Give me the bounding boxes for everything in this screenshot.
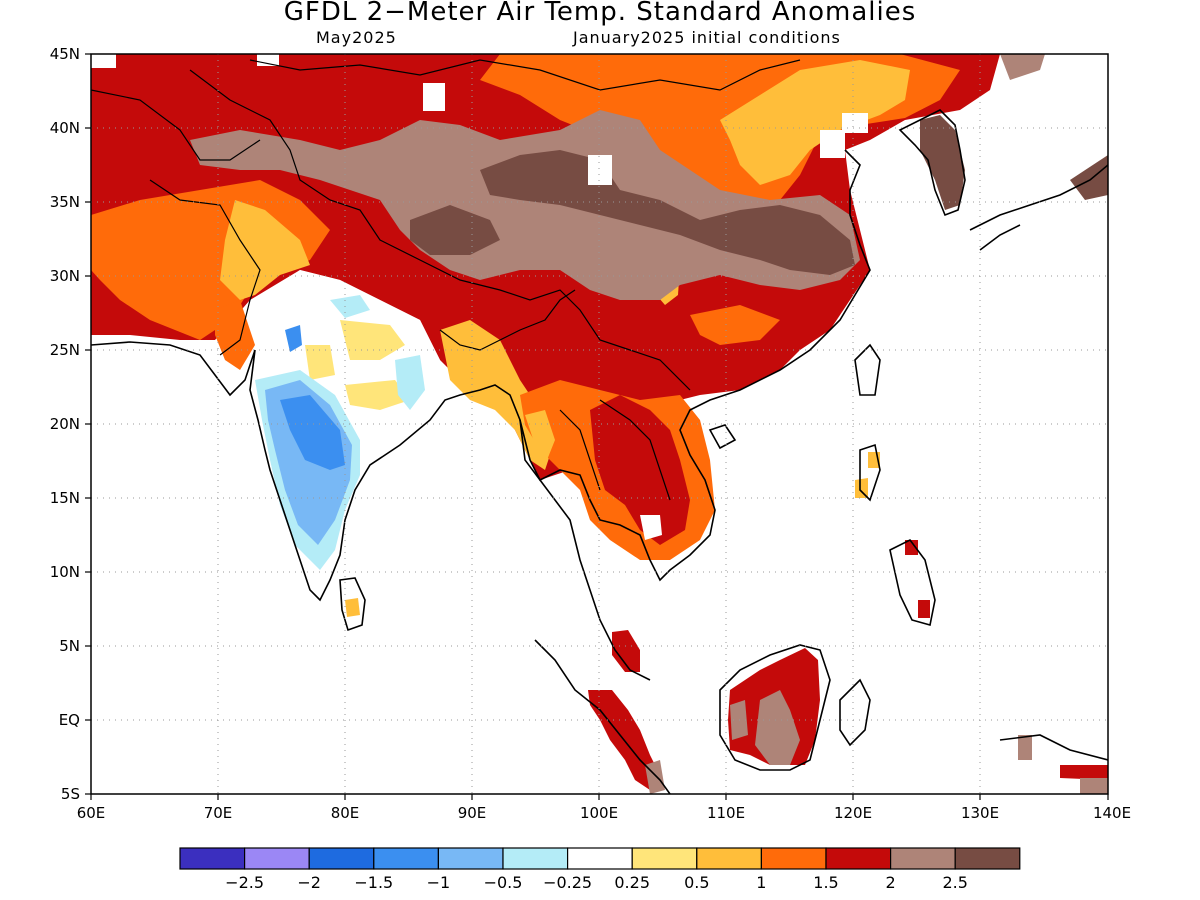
missing-cell — [820, 130, 845, 158]
colorbar-swatch — [954, 847, 1021, 870]
anomaly-region-visayas-red — [905, 540, 918, 555]
colorbar-swatch — [373, 847, 439, 870]
colorbar-swatch — [825, 847, 892, 870]
anomaly-region-japan-brown — [1070, 155, 1108, 200]
colorbar-label: −0.5 — [484, 873, 523, 892]
anomaly-region-india-pale-yellow-2 — [305, 345, 335, 380]
lon-label: 70E — [204, 804, 233, 822]
lat-label: 25N — [50, 341, 80, 359]
lat-label: 40N — [50, 119, 80, 137]
lon-label: 90E — [458, 804, 487, 822]
colorbar-swatch — [566, 847, 633, 870]
colorbar-label: 0.5 — [684, 873, 709, 892]
colorbar-swatch — [696, 847, 762, 870]
colorbar-swatch — [760, 847, 827, 870]
colorbar-label: 1 — [756, 873, 766, 892]
initial-conditions: January2025 initial conditions — [573, 28, 841, 47]
colorbar-label: −2 — [297, 873, 321, 892]
anomaly-region-india-west-yellow — [220, 200, 310, 300]
longitude-labels: 60E 70E 80E 90E 100E 110E 120E 130E 140E — [77, 804, 1131, 822]
colorbar: −2.5 −2 −1.5 −1 −0.5 −0.25 0.25 0.5 1 1.5 2 2.5 — [179, 847, 1021, 892]
anomaly-region-korea-brown — [920, 115, 965, 210]
lon-label: 80E — [331, 804, 360, 822]
anomaly-region-india-blue-dot — [285, 325, 302, 352]
lat-label: 5N — [59, 637, 80, 655]
lat-label: EQ — [59, 711, 80, 729]
anomaly-region-cambodia-white — [640, 515, 662, 540]
lon-label: 140E — [1093, 804, 1131, 822]
colorbar-swatch — [502, 847, 569, 870]
anomaly-region-india-light-blue-north — [330, 295, 370, 318]
anomaly-region-tibet-dark-brown — [410, 205, 500, 255]
colorbar-swatch — [244, 847, 310, 870]
anomaly-region-india-pale-yellow — [340, 320, 405, 360]
lon-label: 110E — [707, 804, 745, 822]
anomaly-region-central-china-dark-brown — [480, 150, 855, 275]
colorbar-label: 1.5 — [813, 873, 838, 892]
missing-cell — [842, 113, 868, 133]
anomaly-region-mindanao-red — [918, 600, 930, 618]
colorbar-label: 2.5 — [942, 873, 967, 892]
lat-label: 35N — [50, 193, 80, 211]
missing-cell — [91, 54, 116, 68]
tick-marks — [85, 53, 1109, 800]
lon-label: 60E — [77, 804, 106, 822]
anomaly-region-newguinea-red — [1060, 765, 1108, 780]
anomaly-region-sulawesi-brown — [1018, 735, 1032, 760]
latitude-labels: 45N 40N 35N 30N 25N 20N 15N 10N 5N EQ 5S — [50, 45, 80, 803]
lon-label: 120E — [834, 804, 872, 822]
anomaly-region-india-light-blue-east — [395, 355, 425, 410]
lat-label: 20N — [50, 415, 80, 433]
anomaly-region-philippines-orange — [855, 478, 868, 498]
colorbar-swatch — [631, 847, 698, 870]
anomaly-region-sumatra-brown — [645, 760, 665, 794]
lat-label: 15N — [50, 489, 80, 507]
anomaly-region-srilanka-orange — [345, 598, 360, 617]
anomaly-region-india-blue — [280, 395, 345, 470]
lat-label: 45N — [50, 45, 80, 63]
map-title: GFDL 2−Meter Air Temp. Standard Anomalie… — [283, 0, 917, 27]
lat-label: 10N — [50, 563, 80, 581]
anomaly-field — [91, 54, 1108, 794]
anomaly-region-south-china-orange — [690, 305, 780, 345]
colorbar-label: −1 — [427, 873, 451, 892]
colorbar-label: 2 — [886, 873, 896, 892]
anomaly-region-borneo-brown — [755, 690, 800, 765]
anomaly-region-india-pale-yellow-3 — [345, 380, 410, 410]
anomaly-region-tibet-light-brown — [190, 110, 860, 300]
colorbar-swatch — [308, 847, 375, 870]
anomaly-region-indochina-dark-red — [590, 395, 690, 545]
anomaly-region-malaya-red — [612, 630, 640, 672]
colorbar-label: −0.25 — [543, 873, 592, 892]
anomaly-region-myanmar-orange — [440, 320, 555, 470]
lat-label: 5S — [61, 785, 80, 803]
anomaly-region-japan-north-brown — [1000, 54, 1045, 80]
colorbar-swatch — [437, 847, 504, 870]
lon-label: 100E — [580, 804, 618, 822]
colorbar-label: −2.5 — [225, 873, 264, 892]
target-month: May2025 — [316, 28, 397, 47]
colorbar-swatch — [889, 847, 956, 870]
colorbar-swatch — [179, 847, 246, 870]
anomaly-region-india-west-orange — [215, 300, 255, 370]
lat-label: 30N — [50, 267, 80, 285]
colorbar-label: 0.25 — [614, 873, 650, 892]
lon-label: 130E — [961, 804, 999, 822]
coastlines — [91, 59, 1108, 794]
anomaly-region-newguinea-brown — [1080, 778, 1108, 794]
anomaly-region-northeast-light-orange — [720, 60, 910, 185]
colorbar-label: −1.5 — [354, 873, 393, 892]
missing-cell — [423, 83, 445, 111]
missing-cell — [588, 155, 612, 185]
